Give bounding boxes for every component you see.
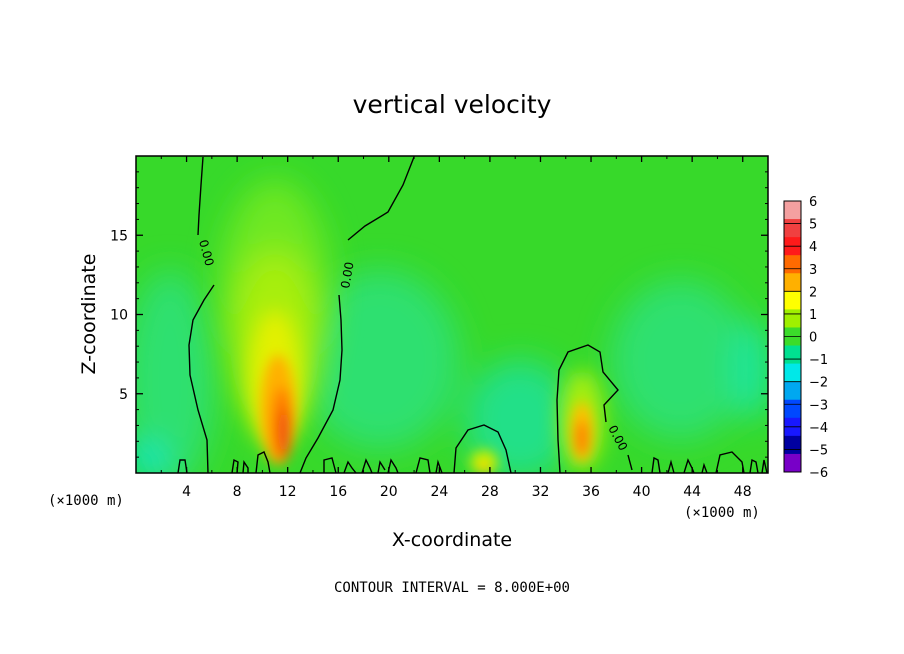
colorbar-swatch <box>784 255 801 274</box>
colorbar-swatch <box>784 201 801 220</box>
x-tick-label: 24 <box>430 484 448 500</box>
colorbar-label: 4 <box>809 240 817 255</box>
colorbar-label: −5 <box>809 443 828 458</box>
colorbar-swatch <box>784 219 801 238</box>
colorbar-swatch <box>784 381 801 401</box>
colorbar-swatch <box>784 309 801 328</box>
x-tick-label: 4 <box>182 484 191 500</box>
colorbar-label: 2 <box>809 285 817 300</box>
x-tick-label: 32 <box>532 484 550 500</box>
x-tick-label: 36 <box>582 484 600 500</box>
x-unit-left: (×1000 m) <box>48 493 124 509</box>
contour-zero-mid <box>299 156 415 473</box>
colorbar-label: 6 <box>809 195 817 210</box>
colorbar-label: −4 <box>809 421 828 436</box>
contour-label-left: 0.00 <box>196 238 216 267</box>
contour-lines <box>177 156 768 473</box>
x-tick-label: 40 <box>633 484 651 500</box>
colorbar-swatch <box>784 435 801 455</box>
colorbar-label: 0 <box>809 331 817 346</box>
plot-area <box>136 156 768 473</box>
colorbar-label: 5 <box>809 218 817 233</box>
x-axis: 4 8 12 16 20 24 28 32 36 40 44 48 <box>160 156 752 500</box>
colorbar-swatch <box>784 453 801 473</box>
contour-surface-6 <box>415 457 443 473</box>
small-updraft <box>470 450 498 473</box>
y-tick-label: 10 <box>110 308 128 324</box>
contour-small-dome <box>453 424 512 473</box>
x-tick-label: 12 <box>279 484 297 500</box>
colorbar-swatch <box>784 291 801 310</box>
x-unit-right: (×1000 m) <box>684 505 760 521</box>
x-tick-label: 16 <box>329 484 347 500</box>
contour-surface-4 <box>323 457 337 473</box>
contour-surface-5 <box>343 458 399 473</box>
colorbar-swatch <box>784 363 801 383</box>
colorbar-label: 3 <box>809 263 817 278</box>
x-tick-label: 44 <box>683 484 701 500</box>
x-tick-label: 20 <box>380 484 398 500</box>
contour-surface-3 <box>255 451 271 473</box>
colorbar-swatch <box>784 345 801 365</box>
y-tick-label: 15 <box>110 228 128 244</box>
colorbar-label: −3 <box>809 398 828 413</box>
contour-secondary <box>556 344 633 473</box>
colorbar-label: −2 <box>809 376 828 391</box>
contour-zero-left <box>188 156 215 473</box>
colorbar: 6 5 4 3 2 1 0 −1 −2 −3 −4 −5 −6 <box>783 195 828 481</box>
y-axis-label: Z-coordinate <box>78 254 100 375</box>
contour-surface-1 <box>177 459 188 473</box>
x-tick-label: 48 <box>734 484 752 500</box>
chart-title: vertical velocity <box>353 90 552 119</box>
colorbar-swatch <box>784 273 801 292</box>
y-axis: 5 10 15 <box>110 171 768 458</box>
x-tick-label: 28 <box>481 484 499 500</box>
colorbar-label: 1 <box>809 308 817 323</box>
contour-label-mid: 0.00 <box>338 261 356 290</box>
colorbar-swatch <box>784 399 801 419</box>
contour-surface-8 <box>701 451 768 473</box>
colorbar-label: −6 <box>809 466 828 481</box>
y-tick-label: 5 <box>119 387 128 403</box>
contour-surface-7 <box>651 456 695 473</box>
x-tick-label: 8 <box>233 484 242 500</box>
contour-interval-note: CONTOUR INTERVAL = 8.000E+00 <box>334 580 570 596</box>
colorbar-label: −1 <box>809 353 828 368</box>
x-axis-label: X-coordinate <box>392 529 512 551</box>
